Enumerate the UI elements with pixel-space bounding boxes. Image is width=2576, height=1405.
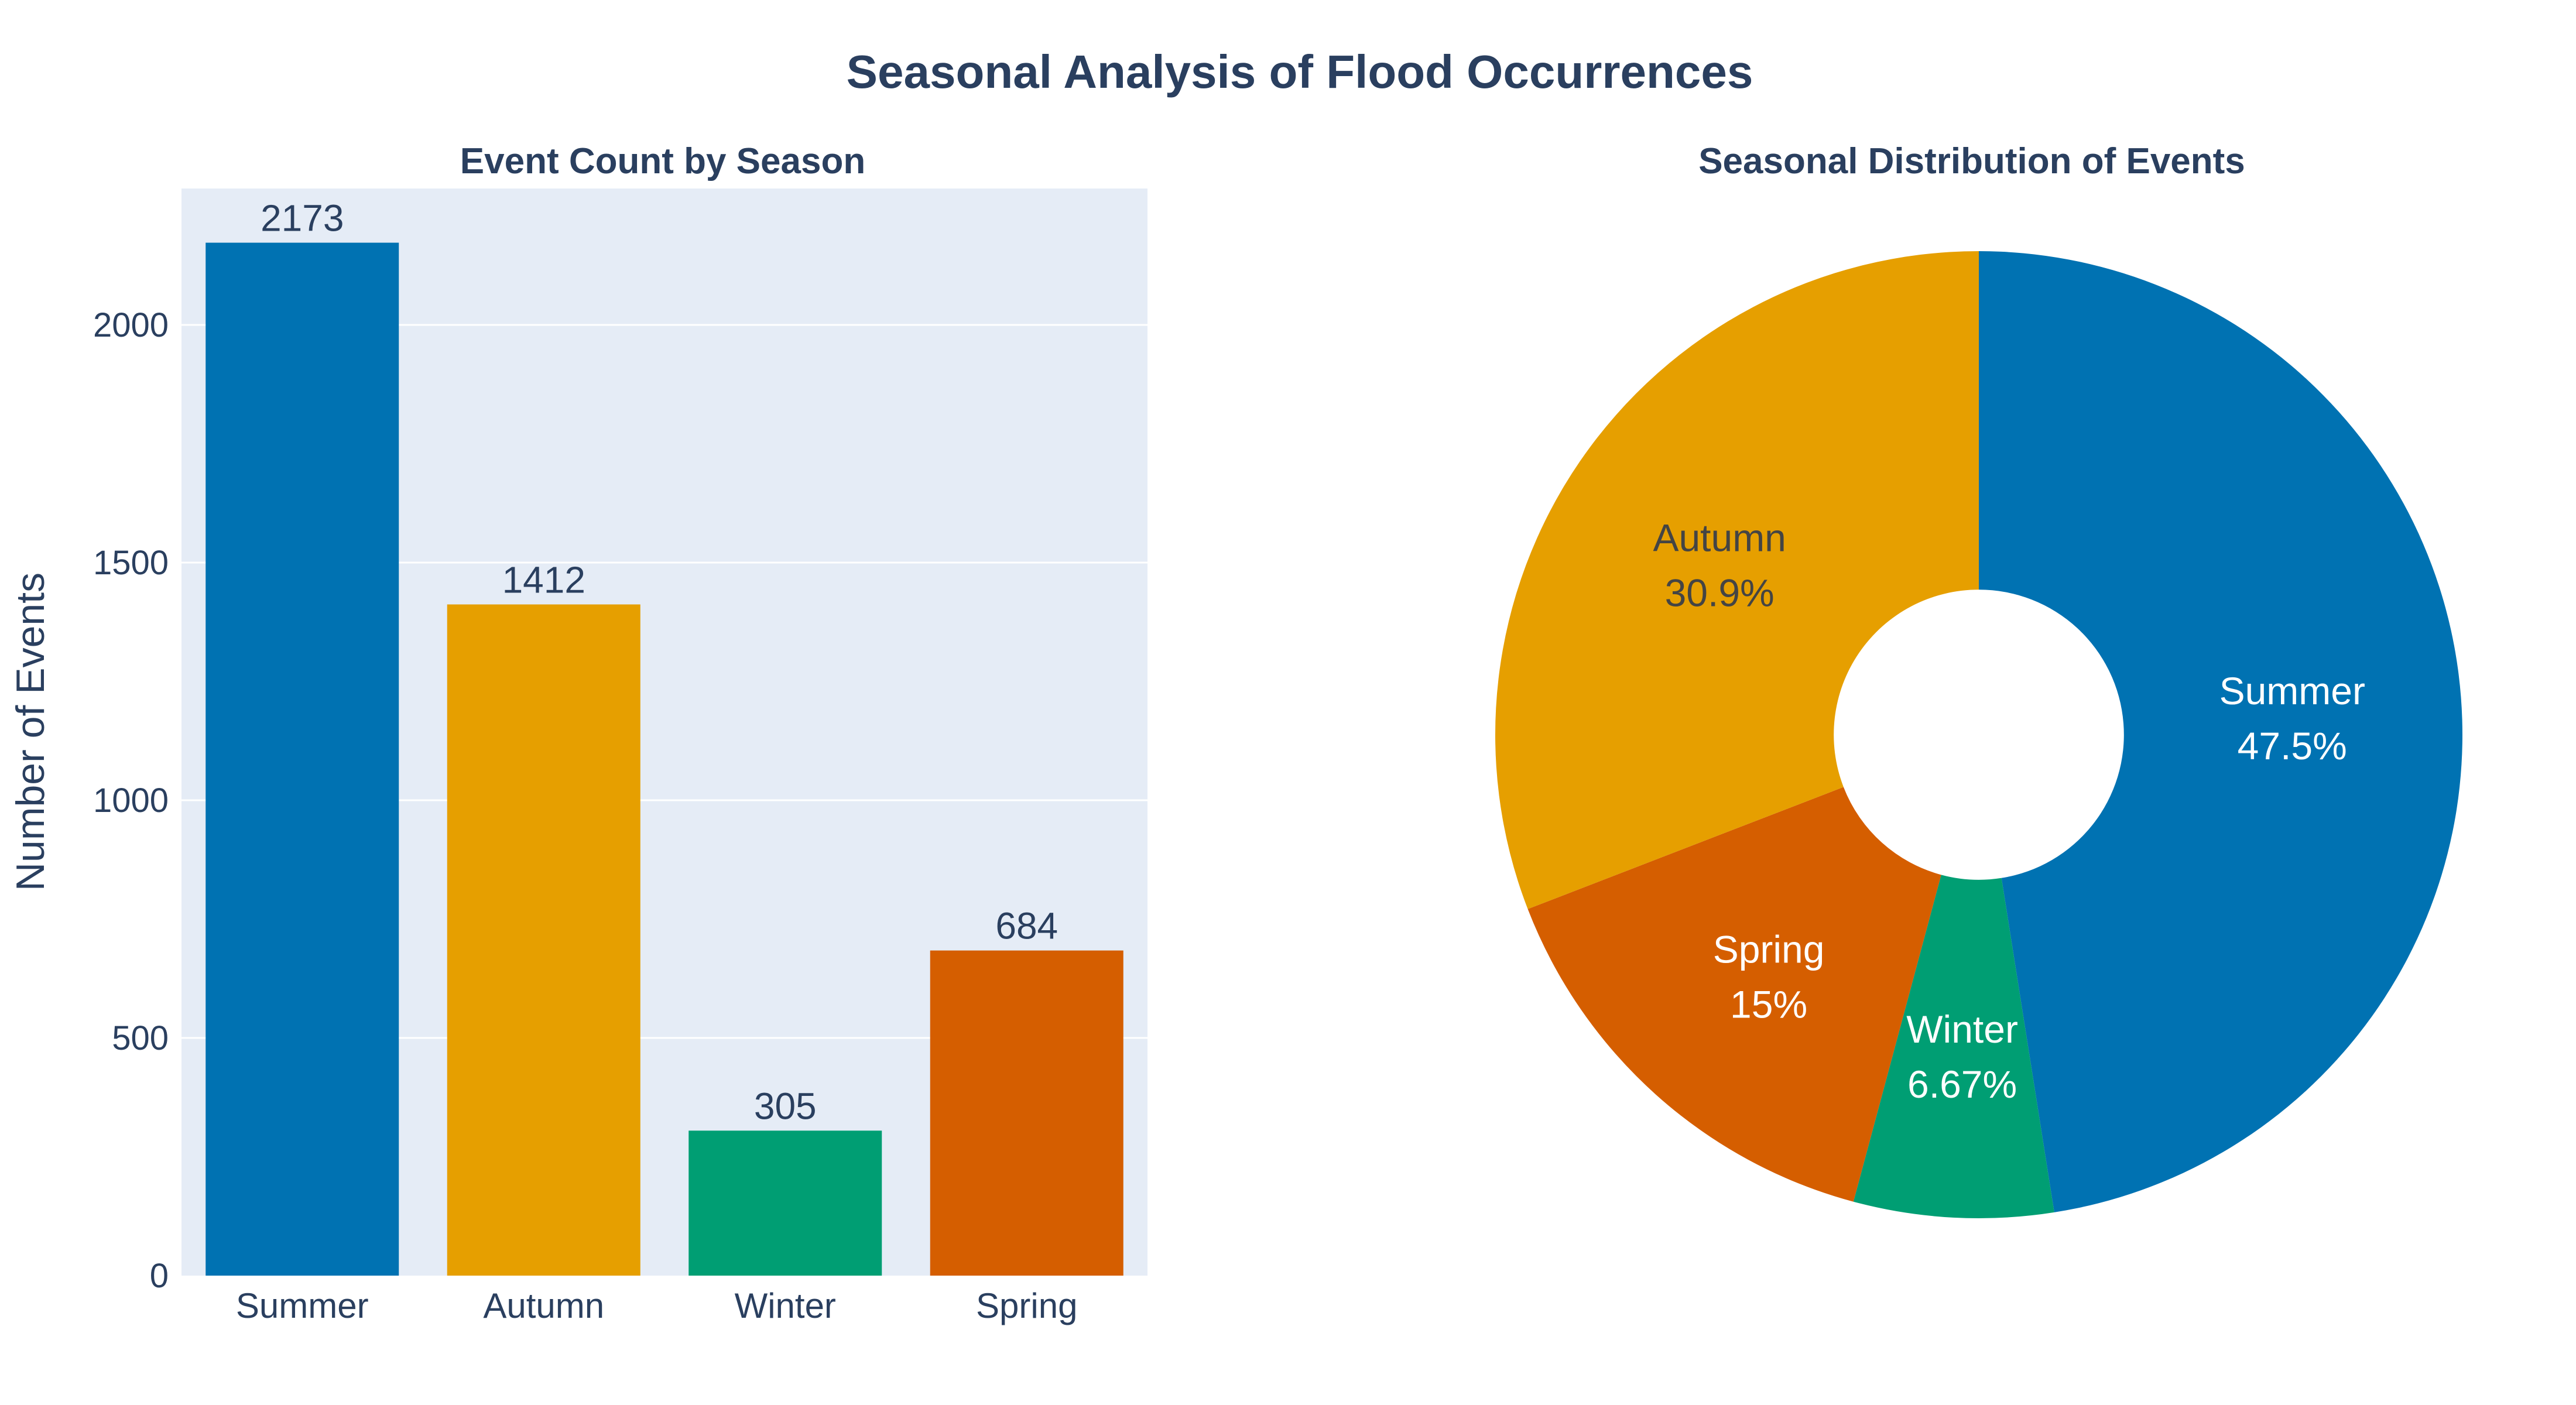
bar-value-label: 684 (995, 905, 1058, 947)
donut-chart-title: Seasonal Distribution of Events (1698, 141, 2245, 181)
bar-x-tick-labels: Summer Autumn Winter Spring (236, 1286, 1078, 1325)
slice-winter (1853, 875, 2054, 1218)
y-tick-label: 1000 (93, 782, 169, 820)
slice-label: Summer (2219, 669, 2365, 712)
bar-autumn (447, 604, 640, 1276)
bar-summer (205, 242, 399, 1276)
x-tick-label: Winter (735, 1286, 836, 1325)
slice-percent-label: 30.9% (1665, 571, 1775, 614)
y-tick-label: 2000 (93, 306, 169, 344)
figure-title: Seasonal Analysis of Flood Occurrences (847, 46, 1753, 98)
y-tick-label: 0 (150, 1257, 169, 1295)
y-tick-label: 500 (112, 1019, 169, 1057)
donut-slices (1495, 251, 2462, 1218)
slice-label: Winter (1906, 1008, 2018, 1051)
slice-summer (1979, 251, 2462, 1212)
bar-value-label: 2173 (261, 197, 344, 239)
slice-percent-label: 47.5% (2238, 724, 2347, 767)
x-tick-label: Spring (976, 1286, 1077, 1325)
y-tick-label: 1500 (93, 544, 169, 582)
bar-y-axis-title: Number of Events (8, 573, 53, 891)
slice-autumn (1495, 251, 1979, 909)
slice-spring (1527, 787, 1941, 1202)
bar-chart-title: Event Count by Season (460, 141, 865, 181)
x-tick-label: Summer (236, 1286, 369, 1325)
bar-spring (930, 950, 1123, 1276)
x-tick-label: Autumn (483, 1286, 604, 1325)
bar-chart: Event Count by Season 0 500 1000 1500 2000 2… (8, 141, 1147, 1325)
bar-winter (688, 1130, 882, 1276)
donut-slice-labels: Summer 47.5% Winter 6.67% Spring 15% Autumn 30.… (1653, 516, 2365, 1106)
slice-label: Spring (1713, 927, 1825, 971)
slice-percent-label: 6.67% (1907, 1063, 2017, 1106)
bar-marks: 2173 1412 305 684 (205, 197, 1123, 1276)
slice-percent-label: 15% (1730, 982, 1807, 1026)
slice-label: Autumn (1653, 516, 1786, 559)
bar-value-label: 305 (754, 1085, 817, 1127)
donut-chart: Seasonal Distribution of Events Summer 47… (1495, 141, 2462, 1218)
bar-value-label: 1412 (502, 558, 585, 601)
bar-y-tick-labels: 0 500 1000 1500 2000 (93, 306, 169, 1295)
